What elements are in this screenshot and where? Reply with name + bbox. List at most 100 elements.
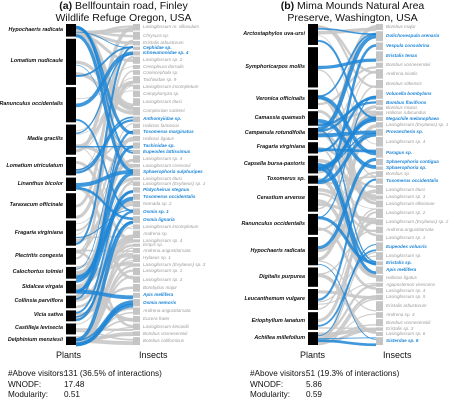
panel_b-insect-label-21: Lasioglossum sp. 3 [386,194,426,200]
panel_a-link [75,169,134,187]
panel_a-link [75,186,134,221]
panel_a-plant-bar-5 [66,177,76,192]
panel_a-insect-bar-1 [133,31,140,40]
panel_a-insect-bar-9 [133,84,140,90]
panel_b-insect-label-13: Provancheria sp. [386,129,424,135]
panel_b-plant-label-1: Symphoricarpos mollis [245,63,305,70]
panel_b-insect-label-26: Lasioglossum sp. 1 [386,234,426,240]
panel_a-insect-bar-39 [133,292,140,298]
panel_b-plant-bar-1 [308,47,318,88]
panel_b-insect-bar-11 [376,116,383,121]
panel_b-insect-bar-3 [376,51,383,62]
panel_b-plant-bar-6 [308,155,318,174]
panel_b-link [317,133,377,185]
panel-a-modularity-value: 0.51 [64,390,80,399]
panel_a-insect-bar-19 [133,155,140,163]
panel_b-insect-label-35: Eristalis arbustorum [386,303,427,309]
panel-b-modularity-value: 0.59 [306,390,322,399]
panel-b-wnodf-label: WNODF: [250,379,284,389]
panel_b-plant-bar-10 [308,237,318,266]
panel_a-insect-bar-41 [133,307,140,315]
panel_a-link [75,119,134,212]
panel_b-insect-bar-13 [376,128,383,136]
panel_a-insect-label-45: Bombus californicus [143,338,185,344]
panel_b-link [317,249,377,327]
panel_a-link [75,80,134,148]
panel_a-plant-bar-8 [66,247,76,265]
panel_b-insect-bar-8 [376,100,383,106]
panel_a-insect-bar-11 [133,98,140,106]
panel_b-insect-label-38: Eristalis sp. 3 [386,326,414,332]
panel_b-insect-bar-1 [376,31,383,42]
panel_a-plant-label-4: Lomatium utriculatum [6,162,63,169]
panel_a-insect-label-11: Lasioglossum titusi [143,99,182,105]
panel_b-plant-label-8: Cerastium arvense [256,195,305,202]
panel_b-insect-label-40: Sisterdae sp. 6 [386,338,419,344]
panel_a-insect-label-41: Andrena angustitarsata [143,308,191,314]
panel_b-link [317,158,377,198]
panel_a-insect-label-18: Eupeodes lattissimus [143,148,191,154]
panel_b-insect-bar-4 [376,62,383,68]
panel_b-insect-bar-32 [376,282,383,287]
panel_b-plant-bar-12 [308,289,318,310]
panel-b-above-label: #Above visitors: [250,369,308,378]
panel_b-insect-bar-21 [376,195,383,200]
panel_a-insect-label-34: Hylaeus sp. 1 [143,255,171,261]
panel_a-link [75,116,134,171]
panel_a-insect-bar-23 [133,181,140,187]
panel_a-insect-bar-33 [133,247,140,254]
panel_b-insect-bar-0 [376,24,383,30]
panel_a-plant-bar-9 [66,266,76,279]
panel_b-insect-label-7: Volucella bombylans [386,91,432,97]
panel_a-insect-label-1: Chrysura sp. [143,32,170,38]
panel_b-insect-bar-40 [376,337,383,345]
panel_a-plant-label-3: Madia gracilis [27,136,63,143]
panel_a-insect-label-0: Lasioglossum nr. villosulum [143,24,199,30]
panel_b-link [317,35,377,145]
panel_b-insect-bar-35 [376,301,383,311]
panel_b-insect-label-11: Megachile melanophaea [386,115,439,121]
panel_b-link [317,101,377,127]
panel_b-plant-label-3: Camassia quamash [254,114,305,121]
panel_b-link [317,148,377,153]
panel_b-insect-label-30: Apis mellifera [386,267,417,273]
panel_a-insect-bar-30 [133,230,140,239]
panel_b-insect-label-24: Lasioglossum (Evylaeus) sp. 2 [386,219,449,225]
panel_a-link [75,210,134,322]
panel_a-plant-label-5: Linanthus bicolor [17,180,63,187]
panel_b-link [317,273,377,334]
panel_a-insect-bar-24 [133,187,140,193]
panel_a-insect-bar-13 [133,116,140,123]
panel-a-above-value: 131 (36.5% of interactions) [64,369,162,378]
panel_a-plant-bar-12 [66,310,76,322]
panel_a-insect-label-29: Lasioglossum incompletum [143,223,199,229]
panel_a-link [75,196,134,280]
panel_a-insect-label-22: Lasioglossum titusi [143,175,182,181]
panel_a-insect-bar-29 [133,224,140,230]
panel-a-title: (a) Bellfountain road, Finley Wildlife R… [16,0,231,24]
panel-a-insects-axis-label: Insects [139,350,168,360]
panel_a-link [75,220,134,342]
panel_a-insect-bar-21 [133,168,140,176]
panel_b-insect-label-10: Halictus rubicundus [386,110,427,116]
panel_a-insect-label-4: Ichneumonidae sp. 4 [143,50,189,56]
panel_a-insect-bar-25 [133,193,140,200]
panel_a-insect-label-26: Nomada sp. 2 [143,201,172,207]
panel_a-link [75,250,134,328]
panel_b-insect-bar-22 [376,200,383,208]
panel_b-plant-label-9: Ranunculus occidentalis [241,220,305,227]
panel_b-insect-bar-2 [376,42,383,51]
panel_b-plant-label-12: Leucanthemum vulgare [244,295,305,302]
panel_a-insect-bar-43 [133,323,140,331]
panel_a-plant-label-12: Vicia sativa [33,312,63,319]
panel_b-insect-label-20: Lasioglossum titusi [386,186,425,192]
panel_b-link [317,220,377,323]
panel_a-insect-label-9: Lasioglossum incompletum [143,84,199,90]
panel_a-insect-label-40: Osmia nemoris [143,299,177,305]
panel_a-plant-bar-1 [66,38,76,85]
panel_b-plant-label-10: Hypochaeris radicata [250,247,305,254]
panel_b-plant-label-0: Arctostaphylos uva-ursi [243,30,305,37]
panel_a-insect-bar-22 [133,177,140,181]
panel_b-link [317,263,377,340]
panel_a-insect-label-36: Lasioglossum sp. 1 [143,268,183,274]
